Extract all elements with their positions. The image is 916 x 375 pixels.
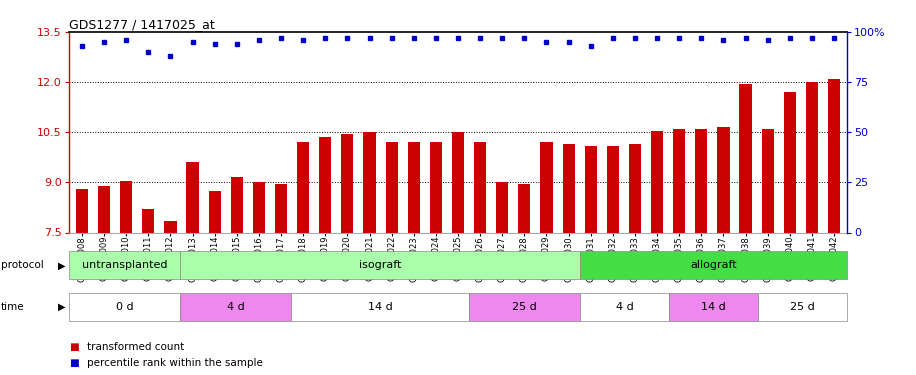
Bar	[386, 142, 398, 232]
Text: 25 d: 25 d	[512, 302, 537, 312]
Bar	[180, 251, 581, 279]
Bar	[452, 132, 464, 232]
Text: 4 d: 4 d	[226, 302, 245, 312]
Bar	[562, 144, 574, 232]
Bar	[275, 184, 287, 232]
Bar	[540, 142, 552, 232]
Bar	[695, 129, 707, 232]
Bar	[670, 292, 758, 321]
Bar	[291, 292, 469, 321]
Bar	[469, 292, 581, 321]
Bar	[319, 137, 332, 232]
Bar	[76, 189, 88, 232]
Text: ▶: ▶	[58, 260, 65, 270]
Text: 14 d: 14 d	[702, 302, 726, 312]
Bar	[364, 132, 376, 232]
Bar	[758, 292, 847, 321]
Bar	[408, 142, 420, 232]
Bar	[717, 127, 729, 232]
Text: untransplanted: untransplanted	[82, 260, 167, 270]
Bar	[739, 84, 752, 232]
Bar	[673, 129, 685, 232]
Bar	[584, 146, 597, 232]
Bar	[474, 142, 486, 232]
Text: time: time	[1, 302, 25, 312]
Text: GDS1277 / 1417025_at: GDS1277 / 1417025_at	[69, 18, 214, 31]
Bar	[430, 142, 442, 232]
Bar	[518, 184, 530, 232]
Bar	[142, 209, 155, 232]
Text: ■: ■	[69, 342, 79, 352]
Bar	[164, 221, 177, 232]
Bar	[629, 144, 641, 232]
Bar	[69, 251, 180, 279]
Bar	[606, 146, 619, 232]
Bar	[69, 292, 180, 321]
Text: ■: ■	[69, 358, 79, 368]
Text: allograft: allograft	[691, 260, 737, 270]
Bar	[231, 177, 243, 232]
Bar	[98, 186, 110, 232]
Bar	[253, 182, 265, 232]
Bar	[180, 292, 291, 321]
Text: 14 d: 14 d	[367, 302, 393, 312]
Text: 0 d: 0 d	[115, 302, 133, 312]
Bar	[496, 182, 508, 232]
Text: percentile rank within the sample: percentile rank within the sample	[87, 358, 263, 368]
Bar	[806, 82, 818, 232]
Bar	[651, 130, 663, 232]
Bar	[784, 92, 796, 232]
Text: transformed count: transformed count	[87, 342, 184, 352]
Bar	[120, 181, 132, 232]
Text: ▶: ▶	[58, 302, 65, 312]
Bar	[581, 251, 847, 279]
Text: protocol: protocol	[1, 260, 44, 270]
Bar	[187, 162, 199, 232]
Text: 25 d: 25 d	[791, 302, 815, 312]
Text: 4 d: 4 d	[616, 302, 634, 312]
Bar	[581, 292, 670, 321]
Text: isograft: isograft	[359, 260, 401, 270]
Bar	[761, 129, 774, 232]
Bar	[342, 134, 354, 232]
Bar	[209, 191, 221, 232]
Bar	[297, 142, 310, 232]
Bar	[828, 79, 840, 232]
